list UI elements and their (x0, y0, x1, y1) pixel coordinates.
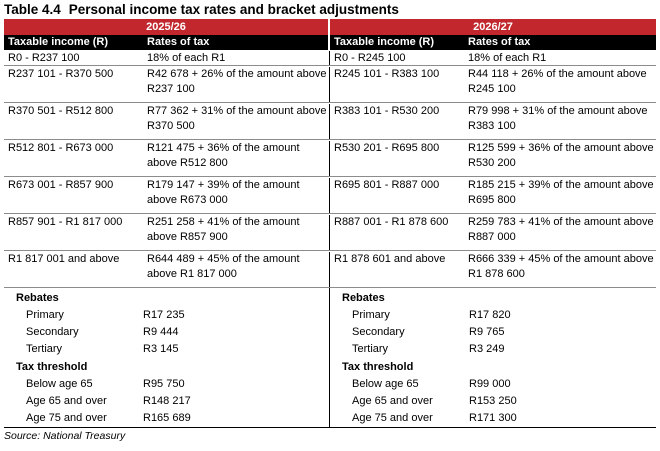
threshold-row: Age 75 and over R171 300 (330, 410, 656, 427)
bracket-income-y1: R370 501 - R512 800 (8, 105, 114, 117)
source-note: Source: National Treasury (4, 430, 126, 443)
bracket-rate-y1: R251 258 + 41% of the amount above R857 … (143, 215, 330, 250)
rebate-value: R9 444 (143, 326, 179, 339)
threshold-value: R99 000 (469, 377, 511, 390)
year-2025-header: 2025/26 (4, 19, 330, 35)
rebate-row: Primary R17 235 (4, 307, 329, 324)
threshold-heading: Tax threshold (16, 360, 88, 373)
bracket-income-y1: R512 801 - R673 000 (8, 142, 114, 154)
rebates-heading: Rebates (16, 292, 59, 304)
bracket-rate-y2: 18% of each R1 (468, 52, 547, 64)
threshold-label: Below age 65 (352, 377, 419, 390)
threshold-value: R95 750 (143, 377, 185, 390)
rebate-row: Primary R17 820 (330, 307, 656, 324)
rebate-label: Primary (352, 309, 390, 321)
col-header-income-y2: Taxable income (R) (334, 36, 435, 48)
bracket-income-y1: R857 901 - R1 817 000 (8, 216, 123, 228)
table-number: Table 4.4 (4, 2, 61, 17)
bracket-rate-y1: R644 489 + 45% of the amount above R1 81… (143, 252, 330, 287)
col-header-rates-y1: Rates of tax (143, 35, 330, 50)
bracket-income-y2: R0 - R245 100 (334, 52, 406, 64)
column-header-row: Taxable income (R) Rates of tax Taxable … (4, 35, 656, 50)
year-header-row: 2025/26 2026/27 (4, 19, 656, 35)
threshold-heading: Tax threshold (342, 360, 414, 373)
threshold-label: Below age 65 (26, 377, 93, 390)
bracket-income-y2: R383 101 - R530 200 (334, 105, 440, 117)
bracket-row: R370 501 - R512 800 R77 362 + 31% of the… (4, 103, 656, 140)
bracket-income-y2: R695 801 - R887 000 (334, 179, 440, 191)
rebate-value: R3 145 (143, 343, 179, 356)
table-title: Table 4.4 Personal income tax rates and b… (4, 1, 656, 18)
bracket-rate-y1: R42 678 + 26% of the amount above R237 1… (143, 67, 330, 102)
bracket-rate-y1: R121 475 + 36% of the amount above R512 … (143, 141, 330, 176)
bracket-rate-y2: R125 599 + 36% of the amount above R530 … (468, 142, 654, 169)
bracket-rate-y2: R79 998 + 31% of the amount above R383 1… (468, 105, 648, 132)
rebate-label: Primary (26, 309, 64, 321)
threshold-value: R153 250 (469, 394, 517, 407)
rebates-thresholds-y1: Rebates Primary R17 235 Secondary R9 444 T… (4, 288, 330, 428)
threshold-label: Age 65 and over (26, 394, 107, 407)
threshold-value: R165 689 (143, 411, 191, 424)
threshold-row: Below age 65 R95 750 (4, 376, 329, 393)
bracket-rate-y2: R185 215 + 39% of the amount above R695 … (468, 179, 654, 206)
bracket-rate-y1: R179 147 + 39% of the amount above R673 … (143, 178, 330, 213)
rebate-row: Secondary R9 765 (330, 324, 656, 341)
threshold-row: Age 65 and over R148 217 (4, 393, 329, 410)
table-title-text: Personal income tax rates and bracket ad… (68, 2, 399, 17)
rebate-label: Secondary (26, 326, 79, 339)
bracket-row: R1 817 001 and above R644 489 + 45% of t… (4, 251, 656, 288)
bracket-income-y2: R245 101 - R383 100 (334, 68, 440, 80)
bracket-rate-y1: R77 362 + 31% of the amount above R370 5… (143, 104, 330, 139)
rebate-label: Secondary (352, 326, 405, 339)
bracket-income-y2: R1 878 601 and above (334, 253, 446, 265)
threshold-row: Below age 65 R99 000 (330, 376, 656, 393)
bracket-rate-y1: 18% of each R1 (143, 51, 330, 65)
rebate-value: R3 249 (469, 343, 505, 356)
rebates-thresholds-section: Rebates Primary R17 235 Secondary R9 444 T… (4, 288, 656, 429)
rebate-label: Tertiary (352, 343, 389, 356)
threshold-value: R171 300 (469, 411, 517, 424)
rebate-value: R17 235 (143, 309, 185, 321)
rebate-row: Tertiary R3 249 (330, 341, 656, 358)
threshold-label: Age 75 and over (352, 411, 433, 424)
rebates-heading: Rebates (342, 292, 385, 304)
rebate-value: R9 765 (469, 326, 505, 339)
tax-table: Table 4.4 Personal income tax rates and b… (4, 1, 656, 443)
bracket-income-y2: R887 001 - R1 878 600 (334, 216, 449, 228)
bracket-rate-y2: R259 783 + 41% of the amount above R887 … (468, 216, 654, 243)
threshold-value: R148 217 (143, 394, 191, 407)
bracket-income-y1: R237 101 - R370 500 (8, 68, 114, 80)
bracket-row: R857 901 - R1 817 000 R251 258 + 41% of … (4, 214, 656, 251)
threshold-label: Age 75 and over (26, 411, 107, 424)
rebate-row: Secondary R9 444 (4, 324, 329, 341)
bracket-income-y1: R673 001 - R857 900 (8, 179, 114, 191)
bracket-income-y2: R530 201 - R695 800 (334, 142, 440, 154)
bracket-rate-y2: R44 118 + 26% of the amount above R245 1… (468, 68, 647, 95)
rebates-thresholds-y2: Rebates Primary R17 820 Secondary R9 765 T… (330, 288, 656, 427)
bracket-row: R512 801 - R673 000 R121 475 + 36% of th… (4, 140, 656, 177)
bracket-income-y1: R0 - R237 100 (8, 52, 80, 64)
threshold-row: Age 65 and over R153 250 (330, 393, 656, 410)
bracket-row: R237 101 - R370 500 R42 678 + 26% of the… (4, 66, 656, 103)
threshold-label: Age 65 and over (352, 394, 433, 407)
threshold-row: Age 75 and over R165 689 (4, 410, 329, 427)
bracket-row: R673 001 - R857 900 R179 147 + 39% of th… (4, 177, 656, 214)
bracket-rate-y2: R666 339 + 45% of the amount above R1 87… (468, 253, 654, 280)
col-header-income-y1: Taxable income (R) (8, 36, 109, 48)
rebate-label: Tertiary (26, 343, 63, 356)
year-2026-header: 2026/27 (330, 19, 656, 35)
rebate-row: Tertiary R3 145 (4, 341, 329, 358)
col-header-rates-y2: Rates of tax (468, 36, 531, 48)
rebate-value: R17 820 (469, 309, 511, 321)
bracket-row: R0 - R237 100 18% of each R1 R0 - R245 1… (4, 50, 656, 66)
bracket-income-y1: R1 817 001 and above (8, 253, 120, 265)
